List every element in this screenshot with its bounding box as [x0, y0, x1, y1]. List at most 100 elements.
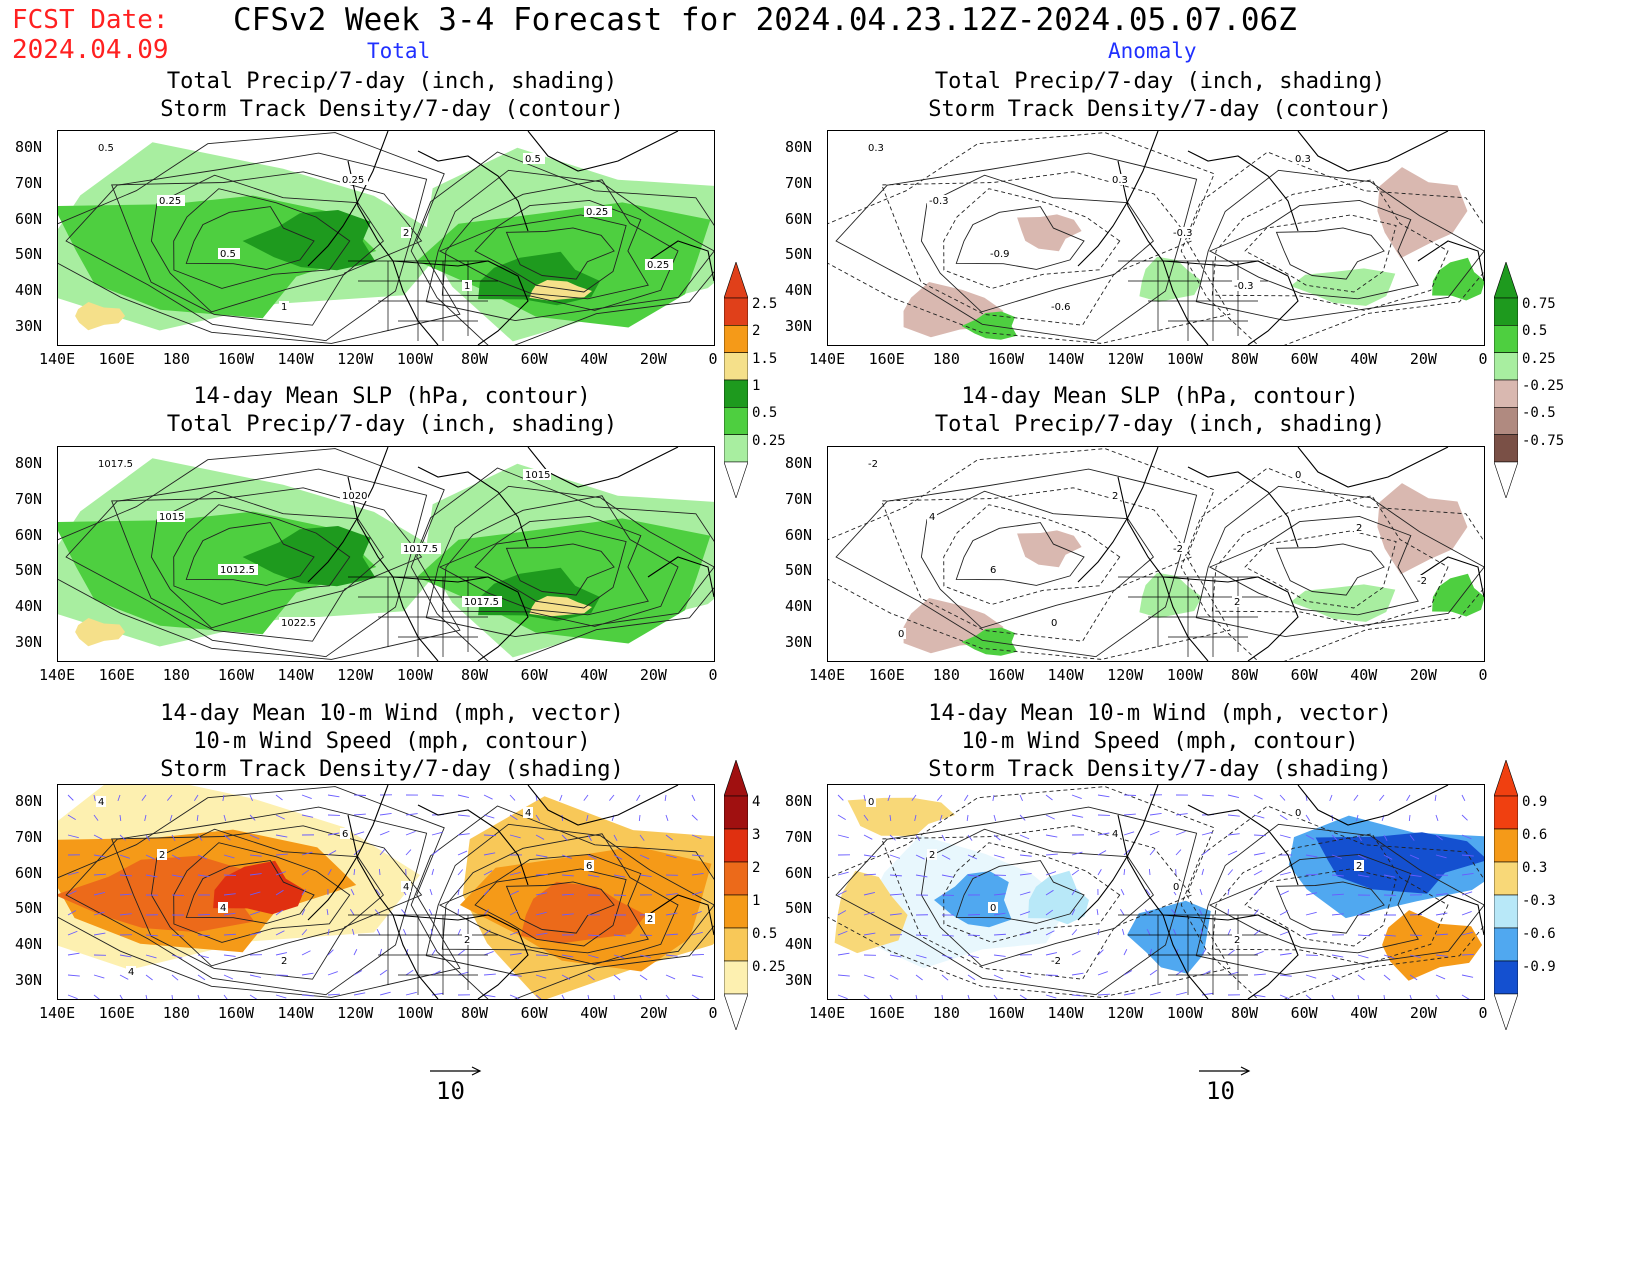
- wind-vector: [1173, 928, 1177, 936]
- lon-tick-label: 0: [1478, 666, 1488, 684]
- wind-vector: [509, 814, 518, 821]
- wind-vector: [119, 994, 123, 999]
- wind-vector: [967, 974, 976, 981]
- lon-tick-label: 20W: [639, 1004, 667, 1022]
- wind-vector: [691, 794, 696, 802]
- lon-tick-label: 40W: [1350, 350, 1378, 368]
- contour-line: [410, 151, 714, 345]
- lon-tick-label: 140E: [39, 350, 76, 368]
- wind-vector: [375, 889, 381, 896]
- wind-vector: [887, 794, 891, 802]
- wind-vector: [561, 874, 574, 877]
- lat-tick-label: 60N: [15, 863, 43, 882]
- wind-vector: [1435, 954, 1448, 957]
- wind-vector: [67, 834, 79, 839]
- wind-vector: [197, 914, 210, 916]
- contour-line: [111, 171, 423, 326]
- wind-vector: [1019, 974, 1032, 978]
- wind-vector: [275, 994, 287, 999]
- contour-line: [1180, 805, 1484, 999]
- contour-line: [65, 468, 428, 658]
- wind-vector: [1123, 992, 1136, 996]
- lon-tick-label: 140E: [809, 1004, 846, 1022]
- wind-vector: [837, 814, 846, 820]
- contour-label: 1017.5: [96, 458, 136, 470]
- wind-vector: [379, 830, 390, 836]
- lon-tick-label: 40W: [580, 350, 608, 368]
- svg-text:-0.9: -0.9: [990, 249, 1010, 260]
- wind-vector: [483, 973, 496, 976]
- colorbar-tick-label: -0.75: [1522, 432, 1565, 449]
- svg-text:0.25: 0.25: [159, 196, 181, 207]
- wind-vector: [535, 911, 547, 916]
- svg-text:1: 1: [464, 281, 470, 292]
- contour-line: [1195, 169, 1484, 322]
- lon-tick-label: 180: [932, 666, 960, 684]
- contour-label: 0.5: [96, 142, 118, 154]
- wind-vector: [1356, 814, 1359, 822]
- contour-line: [828, 448, 1231, 660]
- wind-vector: [1071, 851, 1083, 856]
- svg-text:-2: -2: [1173, 544, 1183, 555]
- map-total-wind-storm: 4 2 4 2 6 4 2 4 6 2 4: [57, 784, 715, 1000]
- wind-vector: [863, 794, 866, 802]
- contour-label: 4: [927, 511, 937, 523]
- coastline: [1077, 785, 1159, 921]
- wind-vector: [353, 849, 361, 856]
- contour-line: [1180, 467, 1484, 661]
- svg-text:0.3: 0.3: [868, 143, 884, 154]
- contour-label: 0: [1293, 469, 1303, 481]
- wind-vector: [327, 869, 332, 876]
- wind-vector: [145, 874, 158, 878]
- contour-line: [881, 825, 1193, 980]
- lat-tick-label: 40N: [785, 597, 813, 616]
- wind-vector: [301, 794, 312, 799]
- svg-text:2: 2: [281, 956, 287, 967]
- wind-vector: [1435, 893, 1448, 896]
- column-title-total: Total: [367, 39, 431, 63]
- wind-vector: [1435, 933, 1448, 936]
- wind-vector: [403, 928, 407, 936]
- wind-vector: [1227, 814, 1240, 817]
- wind-vector: [535, 834, 545, 840]
- colorbar-cap-top: [724, 262, 748, 299]
- contour-line: [185, 860, 315, 924]
- contour-line: [1275, 227, 1385, 280]
- lat-tick-label: 60N: [15, 525, 43, 544]
- lat-tick-label: 30N: [785, 317, 813, 335]
- svg-text:1: 1: [281, 302, 287, 313]
- wind-vector: [1175, 969, 1184, 976]
- wind-vector: [613, 854, 623, 860]
- wind-vector: [119, 854, 131, 859]
- wind-vector: [1279, 814, 1288, 821]
- wind-vector: [993, 893, 1006, 896]
- colorbar-segment: [724, 927, 748, 962]
- wind-vector: [691, 872, 704, 876]
- wind-vector: [1145, 889, 1151, 896]
- wind-vector: [941, 874, 954, 878]
- colorbar-segment: [724, 894, 748, 929]
- lat-tick-label: 70N: [15, 827, 43, 846]
- wind-vector: [691, 814, 698, 821]
- wind-vector: [1357, 934, 1370, 937]
- lon-tick-label: 160E: [98, 1004, 135, 1022]
- colorbar-segment: [1494, 297, 1518, 326]
- contour-line: [173, 504, 351, 605]
- wind-vector: [613, 974, 621, 981]
- svg-text:1017.5: 1017.5: [403, 544, 438, 555]
- wind-vector: [1175, 849, 1182, 856]
- contour-label: -2: [866, 458, 882, 470]
- lat-tick-label: 50N: [785, 899, 813, 918]
- wind-vector: [691, 974, 704, 978]
- wind-vector: [1461, 834, 1472, 840]
- wind-vector: [223, 954, 236, 957]
- svg-text:0.5: 0.5: [220, 249, 236, 260]
- wind-vector: [1019, 834, 1030, 840]
- wind-vector: [1071, 869, 1080, 876]
- wind-vector: [1227, 971, 1239, 976]
- wind-vector: [1119, 909, 1125, 916]
- contour-line: [173, 188, 351, 289]
- wind-vector: [613, 954, 625, 959]
- wind-vector: [1305, 974, 1317, 979]
- wind-vector: [863, 854, 876, 858]
